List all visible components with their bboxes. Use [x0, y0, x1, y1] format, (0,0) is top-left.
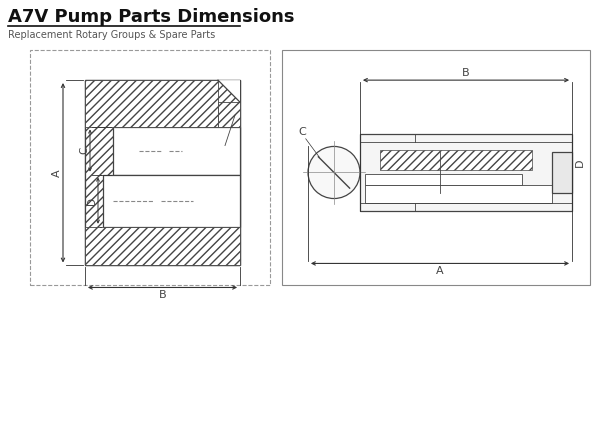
Bar: [30, 50, 270, 286]
Polygon shape: [218, 80, 240, 102]
Bar: [85, 80, 218, 126]
Text: A7V Pump Parts Dimensions: A7V Pump Parts Dimensions: [8, 8, 295, 26]
Bar: [218, 102, 240, 126]
Bar: [282, 50, 590, 286]
Text: C: C: [298, 127, 306, 137]
Text: A: A: [436, 266, 444, 276]
Text: B: B: [462, 68, 470, 78]
Circle shape: [308, 146, 360, 198]
Bar: [365, 174, 522, 184]
Text: A: A: [52, 169, 62, 177]
Bar: [360, 134, 572, 211]
Bar: [365, 184, 552, 203]
Bar: [85, 80, 240, 266]
Bar: [103, 174, 240, 227]
Text: D: D: [87, 197, 97, 204]
Text: D: D: [575, 158, 585, 167]
Bar: [380, 150, 532, 170]
Text: C: C: [79, 147, 89, 154]
Bar: [85, 80, 240, 266]
Text: SUPER HYDRAULICS: SUPER HYDRAULICS: [11, 399, 260, 418]
Text: Replacement Rotary Groups & Spare Parts: Replacement Rotary Groups & Spare Parts: [8, 30, 215, 40]
Bar: [552, 153, 572, 193]
Bar: [85, 227, 240, 266]
Text: B: B: [158, 290, 166, 300]
Bar: [113, 126, 240, 174]
Text: E-mail: sales@super-hyd.com: E-mail: sales@super-hyd.com: [360, 403, 514, 413]
